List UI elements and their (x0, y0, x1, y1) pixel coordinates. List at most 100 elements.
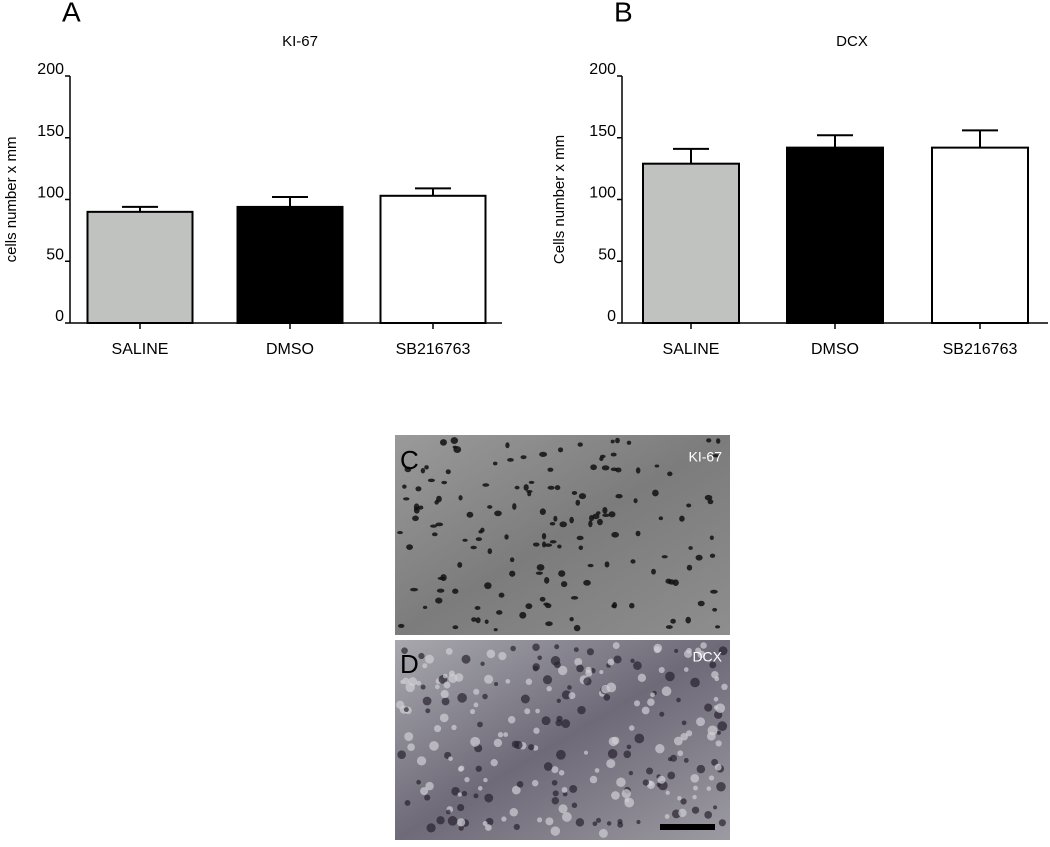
cell-dot (571, 491, 578, 495)
cell-dot (583, 579, 591, 586)
cell-dot (587, 563, 594, 568)
cell-dot (594, 768, 600, 773)
cell-dot (708, 775, 715, 781)
cell-dot (652, 489, 659, 497)
cell-dot (493, 738, 503, 748)
cell-dot (541, 716, 551, 726)
cell-dot (716, 730, 721, 735)
y-tick-label: 50 (46, 246, 64, 263)
cell-dot (415, 486, 422, 492)
cell-dot (497, 732, 504, 738)
cell-dot (621, 788, 631, 799)
cell-dot (624, 797, 630, 803)
cell-dot (519, 611, 527, 619)
cell-dot (628, 770, 634, 776)
cell-dot (691, 806, 700, 814)
cell-dot (435, 522, 444, 527)
cell-dot (539, 596, 546, 602)
cell-dot (420, 684, 426, 690)
cell-dot (537, 817, 543, 823)
cell-dot (697, 650, 706, 659)
cell-dot (513, 823, 520, 831)
cell-dot (523, 484, 529, 491)
cell-dot (436, 495, 442, 503)
cell-dot (615, 437, 620, 444)
cell-dot (406, 544, 413, 551)
cell-dot (504, 534, 509, 540)
cell-dot (457, 693, 467, 703)
cell-dot (561, 812, 572, 822)
cell-dot (610, 439, 615, 444)
cell-dot (560, 581, 568, 588)
cell-dot (561, 690, 572, 700)
cell-dot (551, 766, 559, 774)
cell-dot (452, 588, 459, 594)
cell-dot (507, 458, 514, 462)
cell-dot (452, 625, 459, 630)
cell-dot (706, 438, 712, 443)
cell-dot (528, 744, 535, 751)
cell-dot (505, 678, 511, 684)
cell-dot (427, 478, 436, 483)
cell-dot (558, 804, 568, 814)
cell-dot (547, 467, 554, 472)
panel-label: B (614, 0, 633, 27)
cell-dot (402, 677, 410, 685)
cell-dot (686, 647, 692, 654)
y-tick-label: 200 (589, 61, 616, 78)
cell-dot (526, 489, 533, 493)
cell-dot (505, 442, 510, 449)
cell-dot (577, 705, 586, 715)
cell-dot (477, 721, 483, 728)
cell-dot (457, 766, 464, 772)
cell-dot (714, 763, 722, 771)
cell-dot (473, 688, 480, 695)
cell-dot (678, 808, 687, 818)
image-caption: KI-67 (689, 449, 723, 465)
cell-dot (704, 703, 713, 712)
cell-dot (558, 770, 565, 776)
cell-dot (677, 750, 684, 757)
cell-dot (546, 686, 552, 692)
cell-dot (442, 673, 448, 679)
cell-dot (418, 505, 424, 510)
cell-dot (561, 787, 568, 793)
cell-dot (592, 513, 600, 520)
y-tick-label: 0 (607, 308, 616, 325)
bar (642, 162, 740, 324)
cell-dot (578, 545, 584, 551)
y-axis-label: Cells number x mm (551, 135, 568, 264)
cell-dot (471, 617, 477, 622)
cell-dot (475, 765, 482, 772)
cell-dot (659, 711, 665, 717)
cell-dot (683, 667, 689, 672)
cell-dot (670, 618, 676, 624)
cell-dot (422, 696, 432, 706)
cell-dot (507, 716, 516, 724)
cell-dot (424, 654, 434, 664)
cell-dot (718, 646, 728, 656)
cell-dot (629, 602, 635, 609)
cell-dot (536, 564, 545, 571)
cell-dot (401, 647, 408, 654)
cell-dot (483, 777, 488, 783)
cell-dot (477, 786, 483, 791)
cell-dot (509, 570, 516, 577)
cell-dot (721, 683, 728, 691)
cell-dot (697, 600, 705, 607)
image-caption: DCX (692, 649, 722, 665)
cell-dot (545, 621, 553, 627)
cell-dot (575, 499, 581, 506)
cell-dot (692, 794, 697, 800)
cell-dot (713, 805, 718, 810)
cell-dot (487, 548, 493, 555)
cell-dot (570, 596, 579, 600)
cell-dot (525, 678, 533, 685)
cell-dot (586, 648, 595, 656)
cell-dot (583, 750, 589, 755)
cell-dot (551, 797, 560, 805)
cell-dot (690, 677, 700, 688)
cell-dot (670, 754, 677, 762)
cell-dot (420, 468, 426, 474)
cell-dot (418, 652, 425, 660)
